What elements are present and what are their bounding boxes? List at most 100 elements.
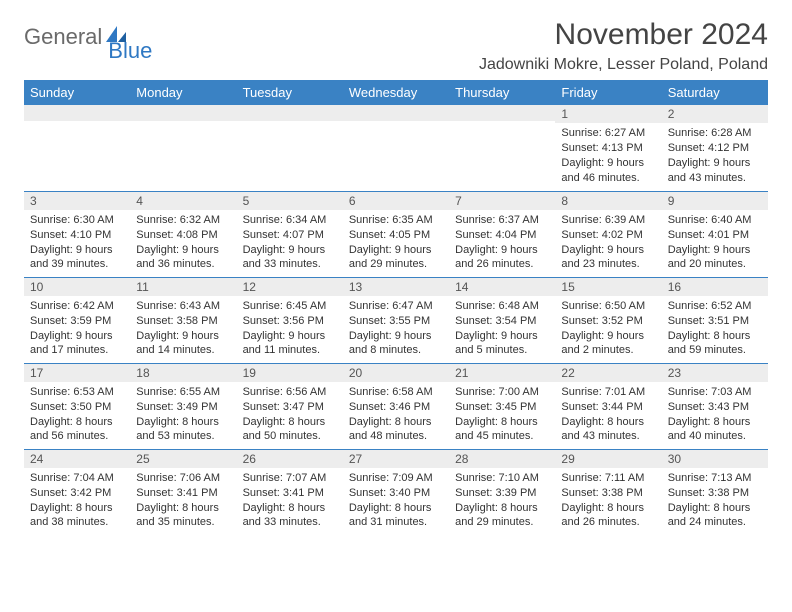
sunset-text: Sunset: 4:13 PM (561, 141, 655, 156)
daylight-text: and 26 minutes. (561, 515, 655, 530)
daylight-text: Daylight: 9 hours (30, 243, 124, 258)
daylight-text: Daylight: 8 hours (243, 501, 337, 516)
daylight-text: Daylight: 9 hours (349, 329, 443, 344)
daylight-text: and 20 minutes. (668, 257, 762, 272)
day-number: 23 (662, 364, 768, 382)
daylight-text: and 23 minutes. (561, 257, 655, 272)
day-details (237, 121, 343, 128)
daylight-text: Daylight: 8 hours (455, 501, 549, 516)
day-cell: 16Sunrise: 6:52 AMSunset: 3:51 PMDayligh… (662, 277, 768, 363)
sunset-text: Sunset: 4:07 PM (243, 228, 337, 243)
day-details (343, 121, 449, 128)
sunset-text: Sunset: 3:52 PM (561, 314, 655, 329)
day-cell: 22Sunrise: 7:01 AMSunset: 3:44 PMDayligh… (555, 363, 661, 449)
day-cell: 29Sunrise: 7:11 AMSunset: 3:38 PMDayligh… (555, 449, 661, 535)
sunset-text: Sunset: 3:42 PM (30, 486, 124, 501)
daylight-text: and 24 minutes. (668, 515, 762, 530)
day-details: Sunrise: 6:56 AMSunset: 3:47 PMDaylight:… (237, 382, 343, 448)
daylight-text: and 43 minutes. (561, 429, 655, 444)
day-number: 8 (555, 192, 661, 210)
day-details (130, 121, 236, 128)
daylight-text: Daylight: 9 hours (668, 243, 762, 258)
daylight-text: Daylight: 8 hours (561, 501, 655, 516)
daylight-text: Daylight: 9 hours (455, 329, 549, 344)
day-cell: 6Sunrise: 6:35 AMSunset: 4:05 PMDaylight… (343, 191, 449, 277)
weekday-header: Tuesday (237, 80, 343, 105)
sunset-text: Sunset: 4:01 PM (668, 228, 762, 243)
sunrise-text: Sunrise: 7:06 AM (136, 471, 230, 486)
day-cell: 9 Sunrise: 6:40 AMSunset: 4:01 PMDaylight… (662, 191, 768, 277)
day-details: Sunrise: 6:58 AMSunset: 3:46 PMDaylight:… (343, 382, 449, 448)
day-cell: 24Sunrise: 7:04 AMSunset: 3:42 PMDayligh… (24, 449, 130, 535)
month-title: November 2024 (479, 18, 768, 52)
sunrise-text: Sunrise: 6:55 AM (136, 385, 230, 400)
sunset-text: Sunset: 3:47 PM (243, 400, 337, 415)
sunrise-text: Sunrise: 6:43 AM (136, 299, 230, 314)
sunset-text: Sunset: 3:56 PM (243, 314, 337, 329)
daylight-text: and 11 minutes. (243, 343, 337, 358)
day-cell: 10Sunrise: 6:42 AMSunset: 3:59 PMDayligh… (24, 277, 130, 363)
day-number: 3 (24, 192, 130, 210)
day-details: Sunrise: 7:11 AMSunset: 3:38 PMDaylight:… (555, 468, 661, 534)
daylight-text: and 43 minutes. (668, 171, 762, 186)
daylight-text: and 38 minutes. (30, 515, 124, 530)
sunset-text: Sunset: 3:51 PM (668, 314, 762, 329)
day-number (449, 105, 555, 121)
daylight-text: Daylight: 8 hours (136, 415, 230, 430)
sunrise-text: Sunrise: 6:30 AM (30, 213, 124, 228)
sunset-text: Sunset: 3:46 PM (349, 400, 443, 415)
day-details: Sunrise: 7:00 AMSunset: 3:45 PMDaylight:… (449, 382, 555, 448)
day-number: 7 (449, 192, 555, 210)
day-number: 26 (237, 450, 343, 468)
daylight-text: and 14 minutes. (136, 343, 230, 358)
day-details: Sunrise: 6:37 AMSunset: 4:04 PMDaylight:… (449, 210, 555, 276)
daylight-text: Daylight: 9 hours (668, 156, 762, 171)
day-cell: 1Sunrise: 6:27 AMSunset: 4:13 PMDaylight… (555, 105, 661, 191)
daylight-text: Daylight: 8 hours (668, 501, 762, 516)
day-number: 14 (449, 278, 555, 296)
title-block: November 2024 Jadowniki Mokre, Lesser Po… (479, 18, 768, 74)
day-number: 9 (662, 192, 768, 210)
sunrise-text: Sunrise: 6:52 AM (668, 299, 762, 314)
sunset-text: Sunset: 3:43 PM (668, 400, 762, 415)
sunrise-text: Sunrise: 7:11 AM (561, 471, 655, 486)
week-row: 17Sunrise: 6:53 AMSunset: 3:50 PMDayligh… (24, 363, 768, 449)
daylight-text: and 31 minutes. (349, 515, 443, 530)
day-number: 24 (24, 450, 130, 468)
sunset-text: Sunset: 3:54 PM (455, 314, 549, 329)
day-cell: 23Sunrise: 7:03 AMSunset: 3:43 PMDayligh… (662, 363, 768, 449)
day-cell (449, 105, 555, 191)
sunrise-text: Sunrise: 7:01 AM (561, 385, 655, 400)
daylight-text: and 36 minutes. (136, 257, 230, 272)
daylight-text: and 46 minutes. (561, 171, 655, 186)
daylight-text: Daylight: 9 hours (136, 329, 230, 344)
sunrise-text: Sunrise: 6:47 AM (349, 299, 443, 314)
day-details: Sunrise: 7:03 AMSunset: 3:43 PMDaylight:… (662, 382, 768, 448)
daylight-text: and 29 minutes. (455, 515, 549, 530)
daylight-text: and 17 minutes. (30, 343, 124, 358)
daylight-text: and 40 minutes. (668, 429, 762, 444)
day-cell: 3Sunrise: 6:30 AMSunset: 4:10 PMDaylight… (24, 191, 130, 277)
weekday-header: Monday (130, 80, 236, 105)
day-cell: 27Sunrise: 7:09 AMSunset: 3:40 PMDayligh… (343, 449, 449, 535)
day-details: Sunrise: 6:53 AMSunset: 3:50 PMDaylight:… (24, 382, 130, 448)
day-cell: 7Sunrise: 6:37 AMSunset: 4:04 PMDaylight… (449, 191, 555, 277)
day-details: Sunrise: 6:35 AMSunset: 4:05 PMDaylight:… (343, 210, 449, 276)
day-number: 28 (449, 450, 555, 468)
day-details: Sunrise: 6:52 AMSunset: 3:51 PMDaylight:… (662, 296, 768, 362)
daylight-text: and 8 minutes. (349, 343, 443, 358)
day-cell: 18Sunrise: 6:55 AMSunset: 3:49 PMDayligh… (130, 363, 236, 449)
day-number (24, 105, 130, 121)
sunrise-text: Sunrise: 6:39 AM (561, 213, 655, 228)
daylight-text: Daylight: 9 hours (349, 243, 443, 258)
sunrise-text: Sunrise: 6:40 AM (668, 213, 762, 228)
day-cell (343, 105, 449, 191)
day-cell: 25Sunrise: 7:06 AMSunset: 3:41 PMDayligh… (130, 449, 236, 535)
day-cell: 17Sunrise: 6:53 AMSunset: 3:50 PMDayligh… (24, 363, 130, 449)
day-details: Sunrise: 6:45 AMSunset: 3:56 PMDaylight:… (237, 296, 343, 362)
day-number: 12 (237, 278, 343, 296)
day-number: 21 (449, 364, 555, 382)
day-number: 29 (555, 450, 661, 468)
day-cell: 15Sunrise: 6:50 AMSunset: 3:52 PMDayligh… (555, 277, 661, 363)
header: General Blue November 2024 Jadowniki Mok… (24, 18, 768, 74)
